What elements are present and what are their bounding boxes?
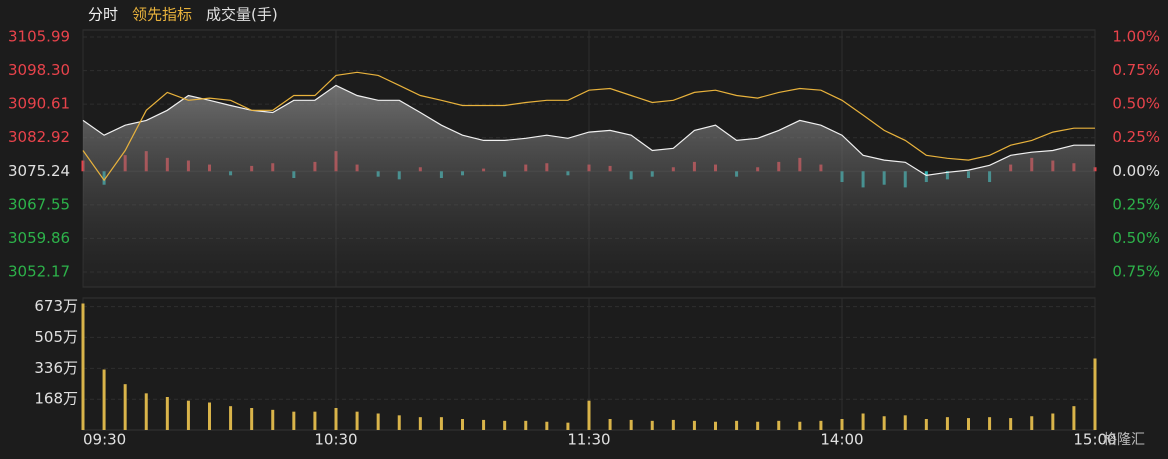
volume-bar — [292, 411, 296, 430]
volume-bar — [123, 384, 127, 430]
line — [82, 71, 1095, 182]
volume-bar — [439, 417, 443, 430]
y3-tick-label: 336万 — [34, 359, 78, 377]
volume-bar — [250, 408, 254, 430]
volume-bar — [861, 413, 865, 430]
volume-bar — [735, 420, 739, 430]
legend-entry: 分时 — [88, 6, 118, 24]
x-tick-label: 15:00 — [1073, 431, 1116, 449]
volume-bar — [271, 409, 275, 430]
volume-bar — [524, 420, 528, 430]
volume-bar — [650, 420, 654, 430]
y2-tick-label: 0.50% — [1112, 229, 1160, 247]
volume-bar — [692, 420, 696, 430]
volume-bar — [903, 415, 907, 430]
y3-tick-label: 168万 — [34, 390, 78, 408]
volume-bar — [165, 397, 169, 430]
volume-bar — [355, 411, 359, 430]
volume-bar — [482, 419, 486, 430]
y2-tick-label: 1.00% — [1112, 28, 1160, 46]
volume-bar — [671, 419, 675, 430]
volume-bar — [418, 417, 422, 430]
volume-bar — [882, 416, 886, 430]
y-tick-label: 3090.61 — [8, 95, 70, 113]
volume-bar — [1030, 416, 1034, 430]
volume-bar — [756, 421, 760, 430]
x-tick-label: 09:30 — [83, 431, 126, 449]
volume-bar — [566, 422, 570, 430]
volume-bar — [1009, 418, 1013, 430]
x-tick-label: 11:30 — [567, 431, 610, 449]
y3-tick-label: 673万 — [34, 297, 78, 315]
y-tick-label: 3059.86 — [8, 229, 70, 247]
volume-bar — [1072, 406, 1076, 430]
y-tick-label: 3075.24 — [8, 162, 70, 180]
volume-bar — [819, 420, 823, 430]
x-tick-label: 14:00 — [820, 431, 863, 449]
legend-entry: 领先指标 — [132, 6, 192, 24]
y-tick-label: 3105.99 — [8, 28, 70, 46]
y-tick-label: 3067.55 — [8, 195, 70, 213]
volume-bar — [714, 421, 717, 430]
y-tick-label: 3082.92 — [8, 128, 70, 146]
volume-bar — [397, 415, 401, 430]
volume-bar — [967, 418, 970, 430]
volume-bar — [988, 417, 992, 430]
y2-tick-label: 0.00% — [1112, 162, 1160, 180]
volume-bar — [313, 411, 317, 430]
y2-tick-label: 0.25% — [1112, 195, 1160, 213]
volume-bar — [840, 419, 844, 430]
volume-bar — [208, 402, 211, 430]
volume-bar — [102, 369, 106, 430]
volume-bar — [545, 421, 549, 430]
volume-bar — [334, 408, 338, 430]
y2-tick-label: 0.75% — [1112, 263, 1160, 281]
volume-bar — [924, 419, 928, 430]
volume-bar — [629, 419, 633, 430]
volume-bar — [461, 419, 464, 430]
volume-bar — [945, 417, 949, 430]
legend-entry: 成交量(手) — [206, 6, 278, 24]
y-tick-label: 3052.17 — [8, 263, 70, 281]
volume-bar — [376, 413, 380, 430]
volume-bar — [81, 303, 85, 430]
volume-bar — [1093, 358, 1097, 430]
y2-tick-label: 0.75% — [1112, 61, 1160, 79]
volume-bar — [798, 421, 802, 430]
x-tick-label: 10:30 — [314, 431, 357, 449]
volume-bar — [587, 400, 591, 430]
watermark: 格隆汇 — [1103, 432, 1145, 448]
volume-bar — [777, 420, 781, 430]
volume-bar — [144, 393, 148, 430]
volume-bar — [229, 406, 233, 430]
volume-bar — [186, 400, 190, 430]
volume-bar — [608, 419, 612, 430]
y2-tick-label: 0.25% — [1112, 128, 1160, 146]
y3-tick-label: 505万 — [34, 328, 78, 346]
y-tick-label: 3098.30 — [8, 61, 70, 79]
volume-bar — [503, 420, 507, 430]
volume-bar — [1051, 413, 1055, 430]
y2-tick-label: 0.50% — [1112, 95, 1160, 113]
